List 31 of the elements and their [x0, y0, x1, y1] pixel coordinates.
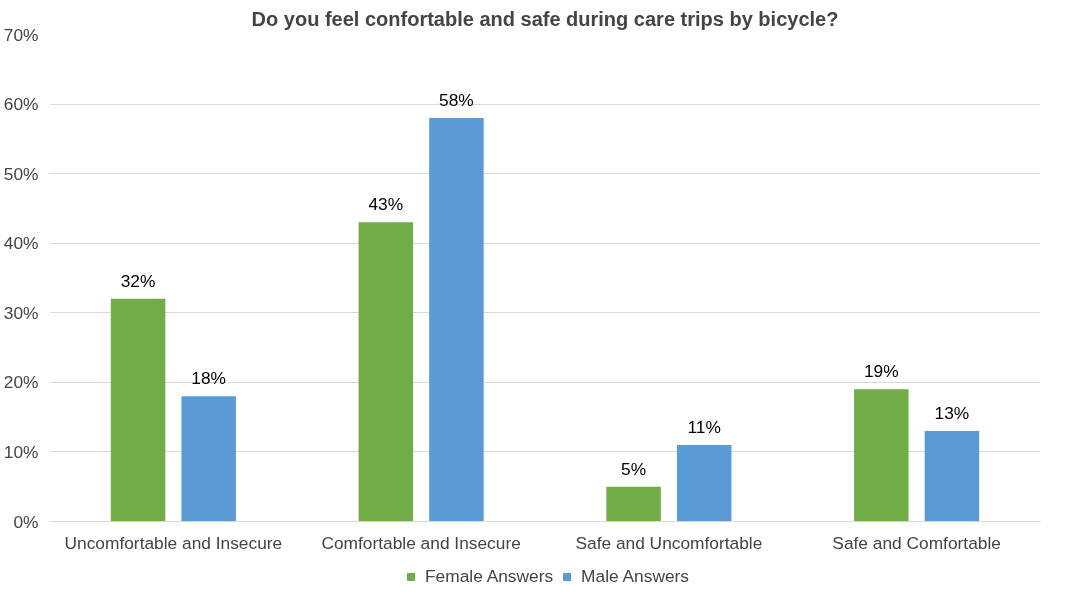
y-tick-label: 40% — [3, 233, 39, 254]
data-label: 5% — [621, 458, 647, 479]
data-label: 32% — [120, 270, 156, 291]
bar — [854, 389, 909, 522]
y-tick-label: 50% — [3, 163, 39, 184]
y-tick-label: 70% — [3, 24, 39, 45]
y-tick-label: 10% — [3, 441, 39, 462]
data-label: 43% — [368, 194, 404, 215]
y-tick-label: 20% — [3, 372, 39, 393]
data-label: 11% — [687, 416, 721, 437]
bar — [110, 298, 166, 522]
bar — [429, 117, 484, 522]
data-label: 19% — [863, 361, 899, 382]
x-tick-label: Comfortable and Insecure — [321, 532, 521, 553]
data-label: 13% — [934, 403, 970, 424]
bar — [606, 486, 661, 522]
bar — [676, 444, 732, 522]
chart-title: Do you feel confortable and safe during care trips by bicycle? — [251, 7, 839, 30]
legend-label: Female Answers — [425, 565, 554, 587]
bar — [181, 396, 236, 522]
data-label: 18% — [191, 368, 227, 389]
y-tick-label: 60% — [3, 94, 39, 115]
data-label: 58% — [439, 89, 474, 110]
x-tick-label: Uncomfortable and Insecure — [64, 532, 283, 553]
bar — [358, 222, 414, 522]
y-tick-label: 30% — [3, 302, 39, 323]
bar — [924, 431, 980, 522]
legend-label: Male Answers — [581, 565, 689, 587]
x-tick-label: Safe and Uncomfortable — [575, 532, 763, 553]
x-tick-label: Safe and Comfortable — [832, 532, 1001, 553]
y-tick-label: 0% — [13, 511, 39, 532]
